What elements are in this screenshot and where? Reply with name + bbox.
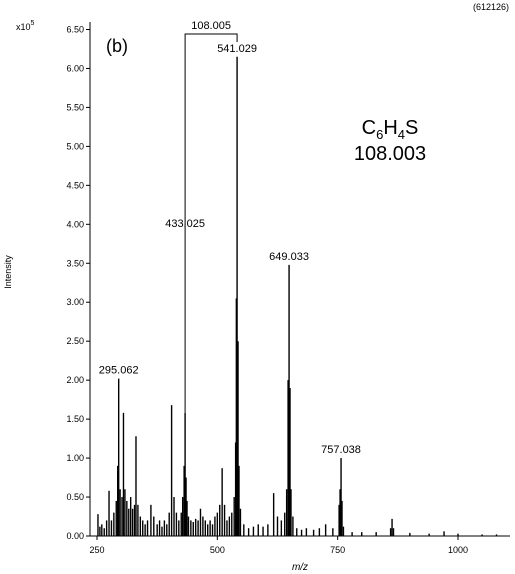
y-tick-label-7: 3.50 [66,258,84,268]
run-id: (612126) [473,2,509,12]
difference-label: 108.005 [191,20,231,32]
y-tick-label-11: 5.50 [66,102,84,112]
y-tick-label-4: 2.00 [66,375,84,385]
x-tick-label-0: 250 [89,545,104,555]
peak-label-3: 649.033 [269,251,309,263]
y-tick-label-10: 5.00 [66,141,84,151]
x-tick-label-3: 1000 [448,545,468,555]
panel-label: (b) [106,36,128,56]
formula-mass-label: 108.003 [354,143,426,165]
peak-label-0: 295.062 [99,365,139,377]
y-tick-label-2: 1.00 [66,453,84,463]
x-tick-label-2: 750 [330,545,345,555]
x-axis-title: m/z [292,562,308,573]
y-tick-label-9: 4.50 [66,180,84,190]
y-tick-label-12: 6.00 [66,63,84,73]
x-tick-label-1: 500 [210,545,225,555]
x-axis-ticks: 250 500 750 1000 [89,536,468,555]
difference-bracket [184,33,238,413]
peak-series [97,56,498,536]
peak-label-2: 541.029 [217,43,257,55]
y-tick-label-3: 1.50 [66,414,84,424]
y-axis-title: Intensity [3,255,13,289]
y-tick-label-5: 2.50 [66,336,84,346]
y-tick-label-8: 4.00 [66,219,84,229]
y-tick-label-13: 6.50 [66,25,84,35]
peak-label-4: 757.038 [321,444,361,456]
y-tick-label-1: 0.50 [66,492,84,502]
y-tick-label-0: 0.00 [66,531,84,541]
y-axis-ticks: 0.00 0.50 1.00 1.50 2.00 2.50 3.00 3.50 4.00 4.50… [66,25,90,541]
formula-label: C6H4S [362,117,419,142]
y-exponent-label: x105 [16,20,35,32]
y-tick-label-6: 3.00 [66,297,84,307]
